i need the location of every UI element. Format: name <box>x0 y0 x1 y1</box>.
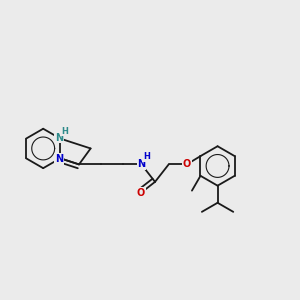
Text: N: N <box>137 159 146 170</box>
Text: H: H <box>143 152 150 161</box>
Text: O: O <box>183 159 191 170</box>
Text: H: H <box>61 127 68 136</box>
Text: N: N <box>55 154 63 164</box>
Text: O: O <box>136 188 145 198</box>
Text: N: N <box>55 133 63 143</box>
